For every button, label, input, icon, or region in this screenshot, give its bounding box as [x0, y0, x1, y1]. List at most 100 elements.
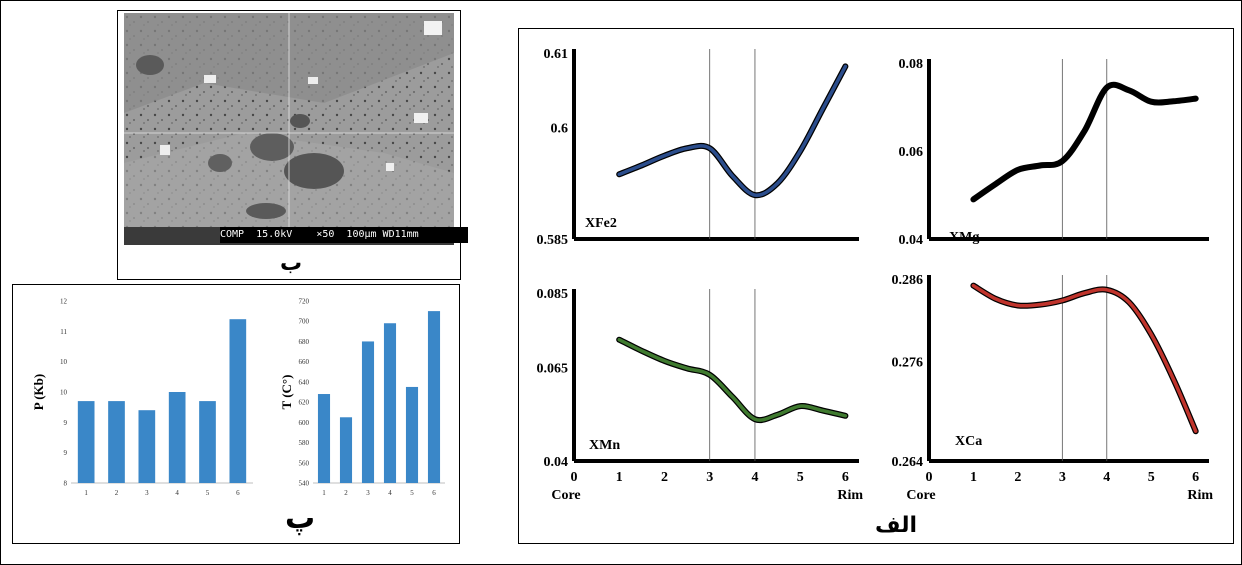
panel-label-b: ب	[280, 251, 303, 276]
series-line-xmn	[617, 337, 848, 422]
bar-ytick-label: 560	[299, 459, 310, 467]
bar-mark	[168, 392, 186, 483]
line-xtick-label: 1	[616, 470, 623, 485]
bar-ytick-label: 540	[299, 480, 310, 488]
bar-mark	[427, 311, 441, 483]
bar-ytick-label: 10	[60, 358, 68, 366]
bar-xtick-label: 4	[175, 489, 179, 497]
bar-ytick-label: 640	[299, 378, 310, 386]
line-xtick-label: 5	[797, 470, 804, 485]
bar-ytick-label: 620	[299, 399, 310, 407]
line-xtick-label: 4	[751, 470, 758, 485]
sem-image	[124, 13, 454, 245]
bar-mark	[108, 401, 125, 483]
sem-bright-phase	[414, 113, 428, 123]
bar-mark	[317, 394, 331, 483]
series-line-xca	[971, 283, 1198, 433]
bar-ytick-label: 600	[299, 419, 310, 427]
line-ytick-label: 0.085	[537, 287, 569, 302]
panel-label-p: پ	[285, 501, 316, 536]
bar-xtick-label: 5	[410, 489, 414, 497]
line-xtick-label: 3	[706, 470, 713, 485]
sem-bright-phase	[386, 163, 394, 171]
line-xtick-label: 6	[842, 470, 849, 485]
line-xtick-label: 3	[1059, 470, 1066, 485]
bar-mark	[77, 401, 95, 483]
line-xtick-label: 5	[1148, 470, 1155, 485]
bar-mark	[229, 319, 247, 483]
series-label: XMg	[949, 230, 979, 245]
bar-ytick-label: 660	[299, 358, 310, 366]
bar-xtick-label: 6	[432, 489, 436, 497]
bar-mark	[339, 417, 353, 483]
bar-y-axis-label: P (Kb)	[31, 374, 46, 410]
sem-bright-phase	[204, 75, 216, 83]
sem-grain	[136, 55, 164, 75]
sem-bright-phase	[160, 145, 170, 155]
bar-xtick-label: 3	[366, 489, 370, 497]
bar-mark	[405, 386, 419, 483]
bar-y-axis-label: T (C°)	[279, 375, 294, 410]
line-ytick-label: 0.04	[544, 455, 569, 470]
line-ytick-label: 0.08	[899, 57, 924, 72]
line-xtick-label: 6	[1192, 470, 1199, 485]
line-ytick-label: 0.04	[899, 233, 924, 248]
bar-chart-temperature: 540 560 580 600 620 640 660 680 700 720 1 2 3 4 5 6 T (C…	[279, 298, 445, 497]
bar-ytick-label: 9	[64, 419, 68, 427]
garnet-profile-charts: 0.585 0.6 0.61 XFe2 0.04 0.06 0.08 XMg 0.04 0.065…	[537, 47, 1214, 503]
x-axis-label-rim: Rim	[1187, 488, 1213, 503]
line-ytick-label: 0.6	[551, 121, 569, 136]
bar-ytick-label: 9	[64, 449, 68, 457]
line-ytick-label: 0.06	[899, 145, 924, 160]
line-ytick-label: 0.61	[544, 47, 569, 62]
bar-xtick-label: 2	[344, 489, 348, 497]
line-xtick-label: 4	[1103, 470, 1110, 485]
series-line-xfe2	[617, 64, 848, 197]
garnet-profile-panel: 0.585 0.6 0.61 XFe2 0.04 0.06 0.08 XMg 0.04 0.065…	[518, 28, 1234, 544]
bar-xtick-label: 4	[388, 489, 392, 497]
line-chart-xca: 0.264 0.276 0.286 0 1 2 3 4 5 6 Core Rim XCa	[892, 273, 1214, 503]
bar-ytick-label: 11	[60, 328, 67, 336]
line-chart-xfe2: 0.585 0.6 0.61 XFe2	[537, 47, 859, 248]
sem-grain	[250, 133, 294, 161]
bar-mark	[361, 341, 375, 483]
sem-grain	[208, 154, 232, 172]
bar-xtick-label: 2	[115, 489, 119, 497]
series-label: XFe2	[585, 216, 617, 231]
bar-xtick-label: 1	[84, 489, 88, 497]
line-chart-xmg: 0.04 0.06 0.08 XMg	[899, 57, 1209, 248]
sem-bright-phase	[424, 21, 442, 35]
bar-ytick-label: 12	[60, 298, 68, 306]
line-xtick-label: 2	[661, 470, 668, 485]
bar-xtick-label: 3	[145, 489, 149, 497]
line-xtick-label: 0	[571, 470, 578, 485]
series-line-xmg	[971, 83, 1198, 202]
line-ytick-label: 0.286	[892, 273, 924, 288]
sem-grain	[290, 114, 310, 128]
bar-ytick-label: 10	[60, 389, 68, 397]
sem-grain	[284, 153, 344, 189]
x-axis-label-rim: Rim	[837, 488, 863, 503]
bar-mark	[199, 401, 216, 483]
line-ytick-label: 0.276	[892, 356, 924, 371]
bar-ytick-label: 8	[64, 480, 68, 488]
panel-label-alef: الف	[875, 513, 918, 538]
bar-ytick-label: 720	[299, 298, 310, 306]
bar-xtick-label: 1	[322, 489, 326, 497]
series-label: XCa	[955, 434, 982, 449]
sem-bright-phase	[308, 77, 318, 84]
bar-ytick-label: 580	[299, 439, 310, 447]
bar-xtick-label: 6	[236, 489, 240, 497]
pt-bar-charts-panel: 8 9 9 10 10 11 12 1 2 3 4 5 6 P (Kb) 540 560 580 600 620 64…	[12, 284, 460, 544]
sem-image-panel: COMP 15.0kV ×50 100µm WD11mm ب	[117, 10, 468, 280]
line-chart-xmn: 0.04 0.065 0.085 0 1 2 3 4 5 6 Core Rim XMn	[537, 287, 864, 503]
bar-ytick-label: 700	[299, 318, 310, 326]
bar-mark	[383, 323, 397, 483]
bar-mark	[138, 410, 156, 483]
line-xtick-label: 1	[970, 470, 977, 485]
x-axis-label-core: Core	[906, 488, 935, 503]
line-ytick-label: 0.065	[537, 362, 569, 377]
line-ytick-label: 0.264	[892, 455, 924, 470]
